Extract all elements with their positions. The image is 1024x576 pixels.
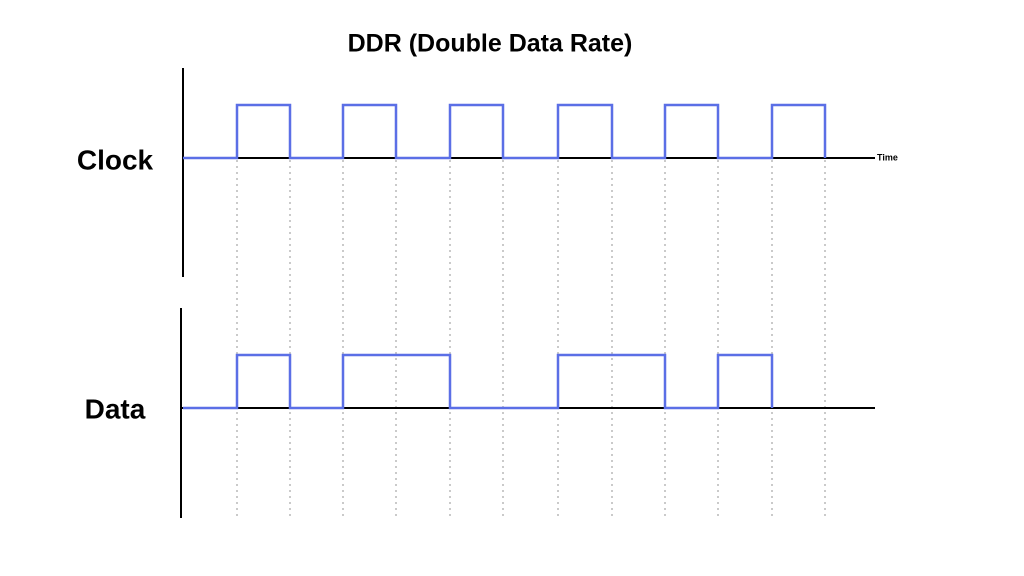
data-waveform [183,353,774,410]
clock-label: Clock [77,144,154,175]
clock-waveform [183,103,827,160]
edge-guides [236,160,826,516]
time-label: Time [877,152,898,162]
data-label: Data [85,393,146,424]
diagram-title: DDR (Double Data Rate) [348,30,633,58]
